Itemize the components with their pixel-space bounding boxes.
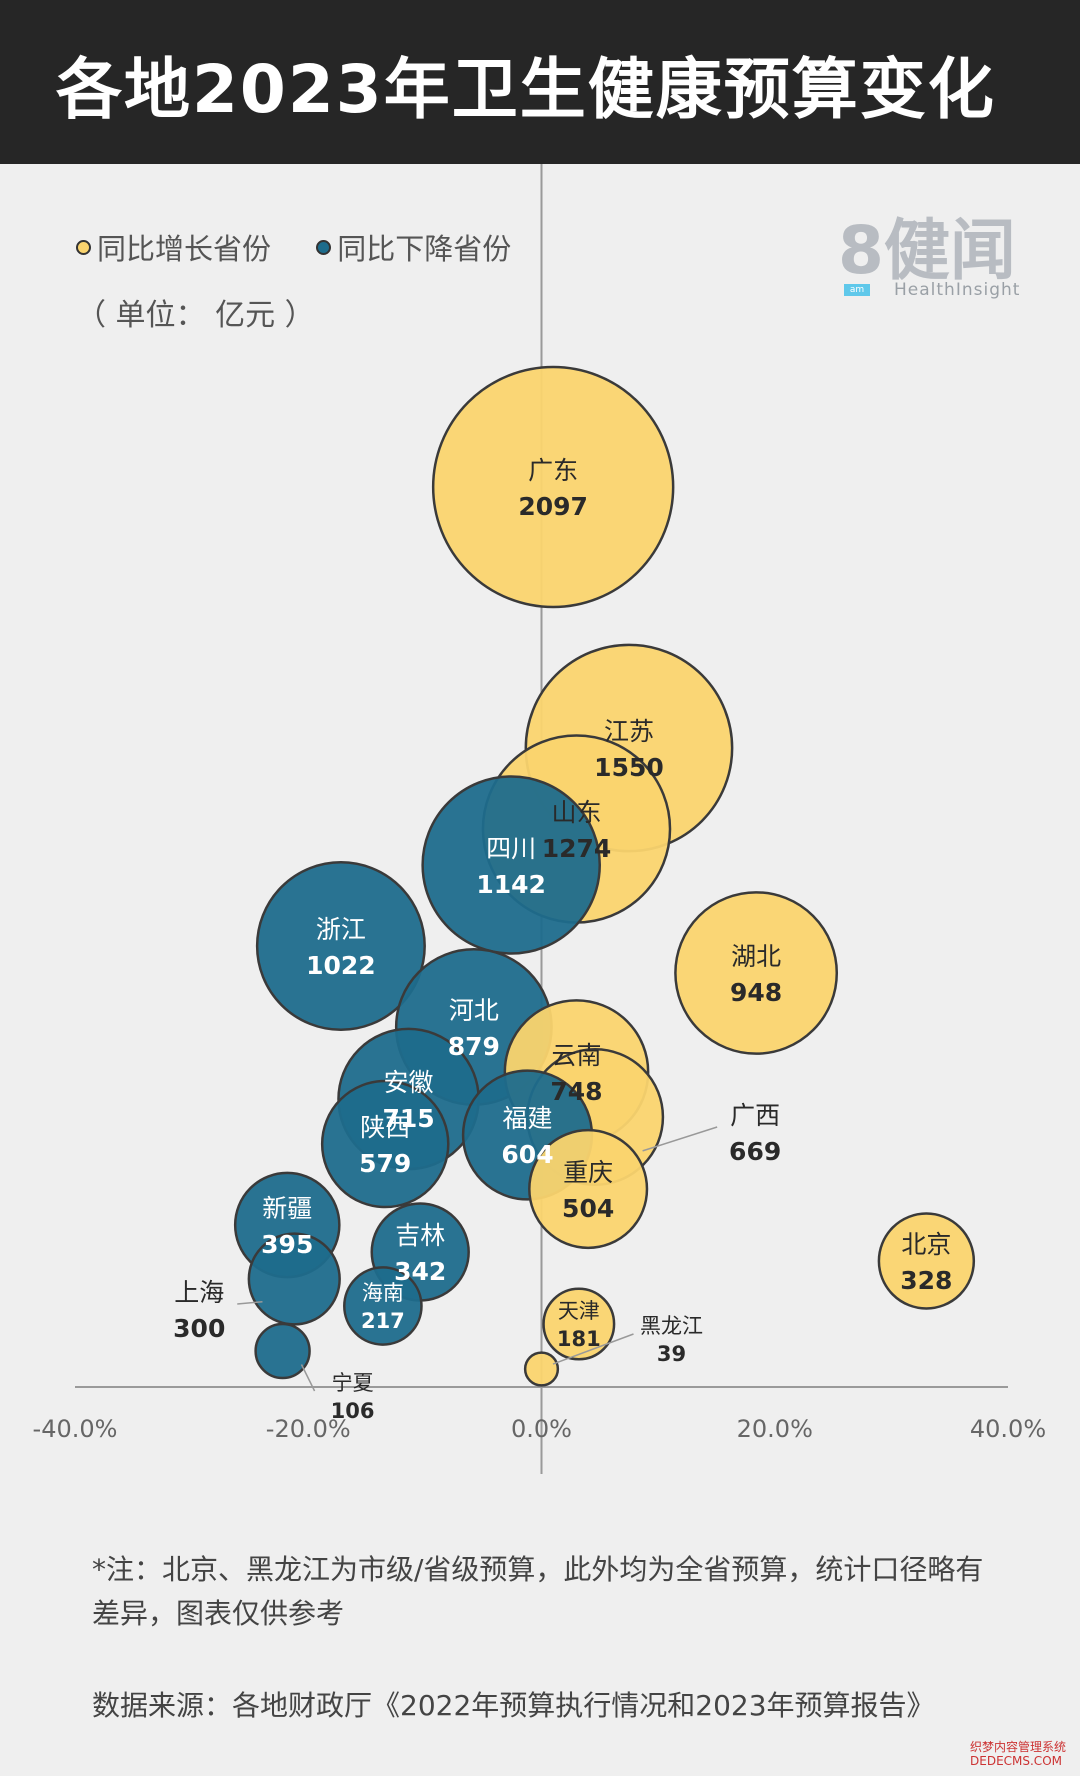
legend-item-decrease: 同比下降省份 (316, 226, 511, 268)
bubble-name-label: 湖北 (731, 942, 781, 971)
unit-label: （ 单位： 亿元 ） (76, 298, 315, 333)
bubble-name-label: 福建 (502, 1104, 552, 1133)
leader-line (642, 1126, 718, 1152)
bubble-value-label: 579 (359, 1149, 411, 1178)
bubble-name-label: 天津 (558, 1299, 600, 1323)
brand-logo: 8健闻 am HealthInsight (838, 212, 1019, 301)
bubble-name-label: 山东 (551, 798, 601, 827)
bubble-海南 (343, 1266, 423, 1346)
bubble-name-label: 广东 (528, 456, 578, 485)
data-source: 数据来源：各地财政厅《2022年预算执行情况和2023年预算报告》 (92, 1689, 935, 1722)
bubble-浙江 (255, 860, 426, 1032)
logo-tag: am (844, 284, 870, 296)
bubble-name-label: 浙江 (316, 915, 366, 944)
bubble-value-label: 328 (900, 1266, 952, 1295)
bubble-value-label: 342 (394, 1257, 446, 1286)
bubble-value-label: 748 (550, 1077, 602, 1106)
x-tick-label: 40.0% (970, 1415, 1046, 1443)
bubble-重庆 (528, 1128, 649, 1250)
bubble-value-label: 1274 (542, 834, 612, 863)
bubble-北京 (877, 1212, 976, 1310)
x-tick-label: 0.0% (511, 1415, 572, 1443)
x-tick-label: -40.0% (33, 1415, 118, 1443)
bubble-value-label: 395 (261, 1230, 313, 1259)
bubble-name-label: 北京 (901, 1230, 951, 1259)
bubble-name-label: 陕西 (360, 1113, 410, 1142)
bubble-value-label: 300 (173, 1314, 225, 1343)
bubble-name-label: 江苏 (604, 717, 654, 746)
bubble-name-label: 海南 (362, 1281, 404, 1305)
bubble-value-label: 181 (557, 1327, 601, 1351)
bubble-value-label: 604 (501, 1140, 553, 1169)
header-bar: 各地2023年卫生健康预算变化 (0, 0, 1080, 164)
leader-line (300, 1364, 316, 1392)
bubble-name-label: 安徽 (384, 1068, 434, 1097)
bubble-value-label: 669 (729, 1137, 781, 1166)
legend-increase-label: 同比增长省份 (97, 232, 272, 266)
bubble-value-label: 39 (657, 1342, 686, 1366)
bubble-黑龙江 (523, 1351, 560, 1387)
bubble-value-label: 106 (331, 1399, 375, 1423)
bubble-value-label: 715 (382, 1104, 434, 1133)
bubble-value-label: 948 (730, 978, 782, 1007)
watermark-line2: DEDECMS.COM (970, 1754, 1062, 1768)
legend-item-increase: 同比增长省份 (76, 226, 271, 268)
legend-decrease-label: 同比下降省份 (337, 232, 512, 266)
bubble-上海 (247, 1232, 341, 1326)
bubble-name-label: 河北 (449, 996, 499, 1025)
bubble-name-label: 新疆 (262, 1194, 312, 1223)
bubble-湖北 (674, 891, 839, 1055)
bubble-name-label: 广西 (730, 1101, 780, 1130)
decrease-dot-icon (316, 239, 332, 255)
bubble-value-label: 1022 (306, 951, 376, 980)
bubble-name-label: 黑龙江 (640, 1314, 703, 1338)
bubble-name-label: 四川 (486, 834, 536, 863)
bubble-陕西 (320, 1079, 450, 1209)
leader-line (237, 1300, 263, 1305)
bubble-天津 (542, 1287, 616, 1361)
bubble-name-label: 云南 (551, 1041, 601, 1070)
page-title: 各地2023年卫生健康预算变化 (56, 51, 996, 128)
bubble-name-label: 重庆 (563, 1158, 613, 1187)
logo-text: 8健闻 (838, 212, 1016, 289)
bubble-chart: -40.0% -20.0% 0.0% 20.0% 40.0% 广东 2097 江苏 1550 山东… (33, 164, 1046, 1474)
increase-dot-icon (76, 239, 91, 255)
x-tick-label: -20.0% (266, 1415, 351, 1443)
bubble-广东 (431, 365, 675, 609)
bubble-value-label: 879 (448, 1032, 500, 1061)
bubble-四川 (421, 775, 601, 955)
bubble-value-label: 1550 (594, 753, 664, 782)
logo-subtitle: HealthInsight (894, 280, 1021, 300)
bubble-name-label: 宁夏 (332, 1371, 374, 1395)
bubble-layer (233, 365, 976, 1387)
bubble-value-label: 1142 (476, 870, 546, 899)
leader-line (552, 1333, 634, 1365)
bubble-name-label: 吉林 (395, 1221, 445, 1250)
watermark: 织梦内容管理系统 DEDECMS.COM (970, 1740, 1066, 1768)
footnote: *注：北京、黑龙江为市级/省级预算，此外均为全省预算，统计口径略有差异，图表仅供… (92, 1553, 984, 1630)
bubble-value-label: 504 (562, 1194, 614, 1223)
bubble-value-label: 2097 (518, 492, 588, 521)
bubble-name-label: 上海 (174, 1278, 224, 1307)
bubble-宁夏 (254, 1322, 311, 1380)
bubble-value-label: 217 (361, 1309, 405, 1333)
watermark-line1: 织梦内容管理系统 (970, 1740, 1067, 1754)
x-tick-label: 20.0% (737, 1415, 813, 1443)
chart-legend: 同比增长省份 同比下降省份 (76, 226, 547, 268)
